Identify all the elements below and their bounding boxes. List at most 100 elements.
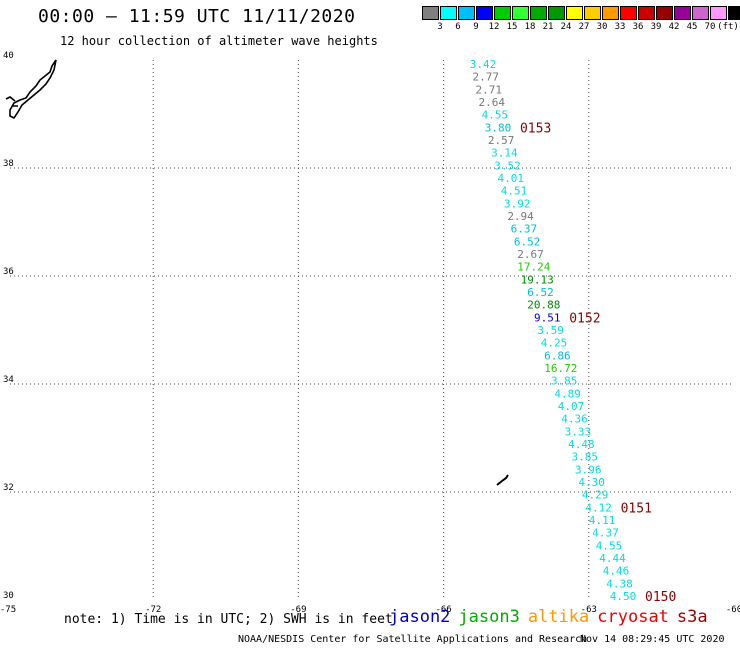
wave-height-value: 4.07 (558, 400, 585, 413)
wave-height-value: 4.29 (582, 489, 609, 502)
colorbar-swatch (530, 6, 547, 20)
latitude-label: 32 (3, 483, 14, 493)
legend-item-jason2: jason2 (389, 607, 451, 627)
altimeter-track: 3.422.772.712.644.553.802.573.143.524.01… (470, 58, 637, 603)
latitude-label: 30 (3, 591, 14, 601)
footer-credit: NOAA/NESDIS Center for Satellite Applica… (238, 634, 588, 645)
wave-height-value: 20.88 (527, 299, 560, 312)
wave-height-value: 4.48 (568, 438, 595, 451)
wave-height-value: 2.77 (473, 71, 500, 84)
wave-height-value: 19.13 (521, 273, 554, 286)
colorbar-swatch (656, 6, 673, 20)
wave-height-value: 3.85 (551, 375, 578, 388)
wave-height-value: 2.67 (517, 248, 544, 261)
wave-height-value: 6.52 (527, 286, 554, 299)
colorbar-swatch (494, 6, 511, 20)
longitude-label: -75 (0, 605, 16, 615)
colorbar-tick-label: 42 (668, 22, 680, 32)
colorbar-swatch (476, 6, 493, 20)
colorbar-tick-label: 18 (524, 22, 536, 32)
colorbar-swatch (620, 6, 637, 20)
footer-timestamp: Nov 14 08:29:45 UTC 2020 (580, 634, 725, 645)
wave-height-value: 4.55 (596, 539, 623, 552)
colorbar-tick-label: 3 (437, 22, 443, 32)
colorbar-swatch (602, 6, 619, 20)
map-title: 00:00 – 11:59 UTC 11/11/2020 (38, 6, 356, 27)
wave-height-value: 3.59 (537, 324, 564, 337)
wave-height-value: 4.01 (498, 172, 525, 185)
wave-height-value: 2.71 (475, 83, 502, 96)
wave-height-value: 4.25 (541, 337, 568, 350)
wave-height-value: 3.80 (485, 121, 512, 134)
colorbar-swatch (458, 6, 475, 20)
wave-height-value: 3.14 (491, 147, 518, 160)
wave-height-value: 4.51 (501, 185, 528, 198)
pass-time-label: 0150 (645, 590, 676, 605)
colorbar-tick-label: 9 (473, 22, 479, 32)
colorbar-tick-label: 15 (506, 22, 518, 32)
wave-height-value: 3.92 (504, 197, 531, 210)
wave-height-value: 4.12 (585, 501, 612, 514)
wave-height-value: 2.94 (507, 210, 534, 223)
colorbar-swatch (422, 6, 439, 20)
wave-height-value: 3.96 (575, 463, 602, 476)
wave-height-value: 2.64 (479, 96, 506, 109)
colorbar-swatch (548, 6, 565, 20)
pass-time-label: 0153 (520, 121, 551, 136)
wave-height-value: 9.51 (534, 311, 561, 324)
wave-height-value: 4.11 (589, 514, 616, 527)
colorbar-tick-label: 36 (632, 22, 644, 32)
colorbar-tick-label: 70 (704, 22, 716, 32)
colorbar-tick-label: 6 (455, 22, 461, 32)
colorbar-tick-label: 39 (650, 22, 662, 32)
colorbar-swatch (566, 6, 583, 20)
wave-height-value: 4.89 (554, 387, 581, 400)
wave-height-value: 6.37 (511, 223, 538, 236)
wave-height-value: 4.55 (482, 109, 509, 122)
pass-time-label: 0151 (621, 501, 652, 516)
wave-height-value: 3.33 (565, 425, 592, 438)
latitude-label: 34 (3, 375, 14, 385)
us-east-coastline (5, 59, 57, 120)
colorbar-tick-label: 30 (596, 22, 608, 32)
colorbar-labels: 3 6 9 12 15 18 21 24 27 30 33 36 39 42 45 70 (ft) (422, 20, 740, 34)
legend-item-jason3: jason3 (458, 607, 520, 627)
wave-height-value: 4.44 (599, 552, 626, 565)
wave-height-value: 4.37 (592, 527, 619, 540)
latitude-label: 36 (3, 267, 14, 277)
colorbar-tick-label: 24 (560, 22, 572, 32)
legend-item-altika: altika (527, 607, 590, 627)
wave-height-value: 4.30 (578, 476, 605, 489)
wave-height-value: 6.86 (544, 349, 571, 362)
legend-item-cryosat: cryosat (597, 607, 669, 627)
pass-labels: 0153 0152 0151 0150 (520, 121, 676, 605)
wave-height-value: 4.36 (561, 413, 588, 426)
wave-height-value: 17.24 (517, 261, 550, 274)
wave-height-value: 3.85 (572, 451, 599, 464)
wave-height-value: 3.52 (494, 159, 521, 172)
colorbar-tick-label: 12 (488, 22, 500, 32)
satellite-legend: jason2 jason3 altika cryosat s3a (389, 607, 716, 627)
colorbar-swatches (422, 6, 740, 20)
colorbar-swatch (710, 6, 727, 20)
wave-height-value: 16.72 (544, 362, 577, 375)
colorbar-swatch (512, 6, 529, 20)
coastline (5, 59, 509, 486)
wave-height-value: 4.38 (606, 577, 633, 590)
pass-time-label: 0152 (569, 311, 600, 326)
latitude-label: 38 (3, 159, 14, 169)
map-subtitle: 12 hour collection of altimeter wave hei… (60, 34, 378, 48)
colorbar-swatch (638, 6, 655, 20)
map-grid (10, 60, 734, 600)
longitude-label: -60 (726, 605, 740, 615)
wave-height-value: 4.46 (603, 565, 630, 578)
colorbar-tick-label: 21 (542, 22, 554, 32)
colorbar-swatch (692, 6, 709, 20)
note-text: note: 1) Time is in UTC; 2) SWH is in fe… (64, 612, 393, 627)
latitude-label: 40 (3, 51, 14, 61)
colorbar-swatch (584, 6, 601, 20)
wave-height-value: 4.50 (610, 590, 637, 603)
bermuda-island (496, 474, 509, 486)
